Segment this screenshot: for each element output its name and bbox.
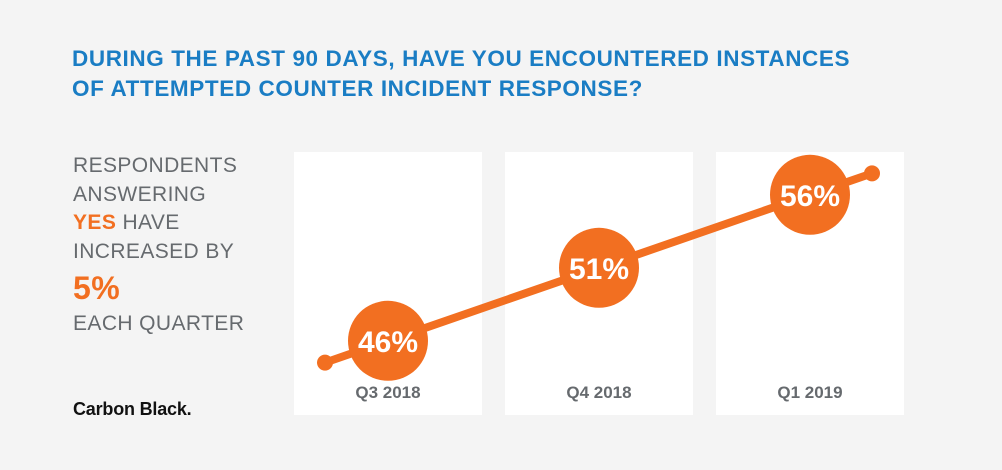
summary-text: RESPONDENTS ANSWERING YES HAVE INCREASED… [73,152,283,339]
title-line-1: DURING THE PAST 90 DAYS, HAVE YOU ENCOUN… [72,46,851,71]
x-tick-2: Q4 2018 [566,383,631,402]
line-start-dot [317,354,333,371]
summary-line-1: RESPONDENTS [73,154,238,177]
data-point-1 [348,300,428,381]
summary-yes: YES [73,211,117,234]
data-label-3: 56% [780,180,840,213]
data-point-3 [770,154,850,235]
carbon-black-logo: Carbon Black. [73,399,192,419]
data-point-2 [559,227,639,308]
summary-line-2: ANSWERING [73,182,207,206]
data-label-2: 51% [569,253,629,286]
summary-line-6: EACH QUARTER [73,312,245,335]
data-label-1: 46% [358,326,418,359]
x-tick-1: Q3 2018 [355,383,420,402]
summary-line-3: YES HAVE [73,209,283,238]
x-tick-3: Q1 2019 [777,383,842,402]
summary-have: HAVE [116,211,180,234]
title-line-2: OF ATTEMPTED COUNTER INCIDENT RESPONSE? [72,76,643,101]
summary-big-value: 5% [73,270,121,306]
summary-line-4: INCREASED BY [73,239,235,263]
chart-title: DURING THE PAST 90 DAYS, HAVE YOU ENCOUN… [72,44,972,104]
line-end-dot [864,165,880,182]
